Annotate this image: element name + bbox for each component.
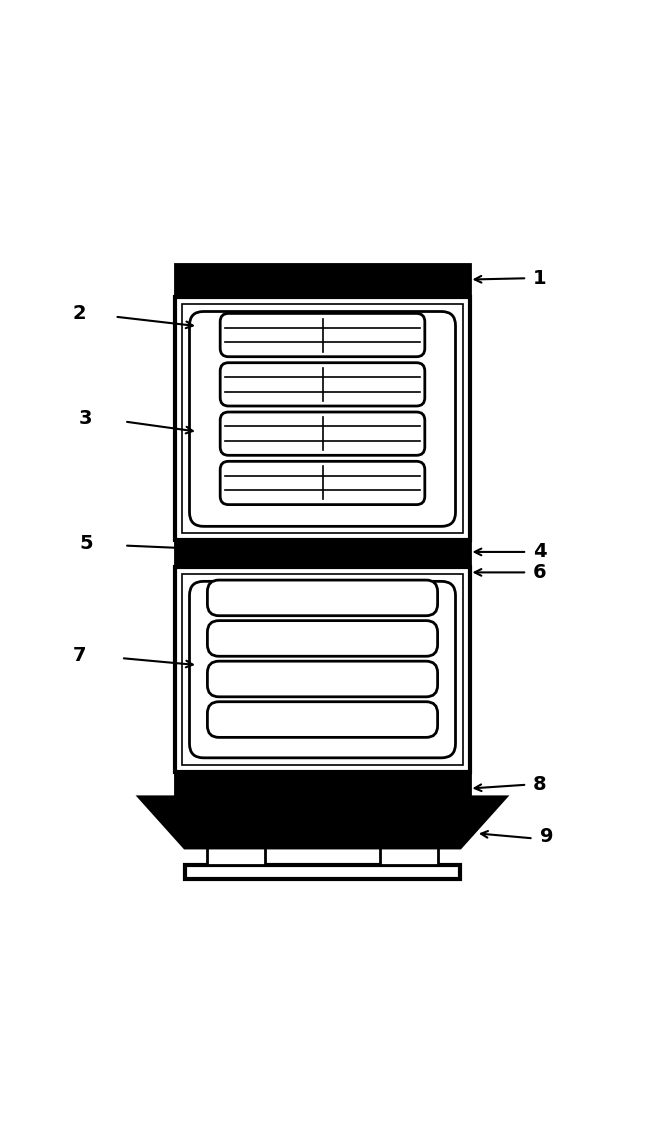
FancyBboxPatch shape [220, 362, 425, 406]
FancyBboxPatch shape [208, 620, 437, 657]
Bar [175, 567, 470, 772]
FancyBboxPatch shape [208, 580, 437, 616]
Bar [175, 539, 470, 565]
Polygon shape [152, 801, 493, 843]
Bar [175, 539, 470, 565]
Bar [208, 848, 265, 865]
FancyBboxPatch shape [220, 462, 425, 505]
Polygon shape [140, 797, 505, 848]
FancyBboxPatch shape [208, 661, 437, 697]
Text: 1: 1 [533, 268, 547, 288]
Bar [175, 298, 470, 540]
Text: 9: 9 [540, 827, 553, 846]
Bar [175, 264, 470, 294]
Bar [183, 305, 462, 533]
FancyBboxPatch shape [190, 311, 455, 526]
FancyBboxPatch shape [220, 314, 425, 357]
Text: 8: 8 [533, 775, 547, 795]
Bar [175, 264, 470, 294]
Text: 4: 4 [533, 542, 547, 561]
Bar [380, 848, 437, 865]
Bar [175, 772, 470, 798]
Bar [175, 772, 470, 798]
Text: 7: 7 [73, 646, 86, 664]
FancyBboxPatch shape [220, 412, 425, 455]
Text: 6: 6 [533, 563, 547, 582]
FancyBboxPatch shape [190, 582, 455, 757]
Text: 5: 5 [79, 534, 93, 554]
Text: 2: 2 [73, 303, 86, 323]
FancyBboxPatch shape [208, 702, 437, 737]
Bar [185, 865, 460, 880]
Text: 3: 3 [79, 410, 93, 428]
Bar [183, 574, 462, 765]
